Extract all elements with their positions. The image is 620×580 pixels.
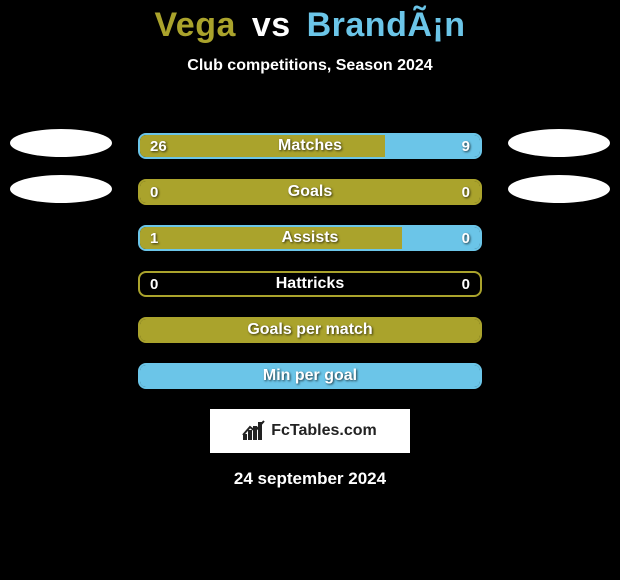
stat-row: 00Goals	[0, 169, 620, 215]
stat-row: 10Assists	[0, 215, 620, 261]
player1-avatar	[10, 175, 112, 203]
stat-bar: Min per goal	[138, 363, 482, 389]
stat-row: 269Matches	[0, 123, 620, 169]
player1-avatar	[10, 129, 112, 157]
player2-avatar	[508, 175, 610, 203]
stat-left-value: 0	[140, 181, 168, 203]
stat-bar-left-fill	[140, 227, 402, 249]
vs-label: vs	[252, 6, 291, 44]
player1-name: Vega	[154, 6, 235, 44]
stat-right-value: 0	[452, 273, 480, 295]
stat-bar-right-fill	[140, 365, 480, 387]
stat-right-value: 0	[452, 181, 480, 203]
stat-right-value: 9	[452, 135, 480, 157]
stat-left-value: 0	[140, 273, 168, 295]
fctables-icon	[243, 422, 265, 440]
stat-bar-left-fill	[140, 135, 385, 157]
player2-avatar	[508, 129, 610, 157]
source-logo: FcTables.com	[210, 409, 410, 453]
date-label: 24 september 2024	[0, 469, 620, 489]
stat-label: Hattricks	[140, 273, 480, 295]
stat-left-value: 26	[140, 135, 177, 157]
stat-bar: 10Assists	[138, 225, 482, 251]
subtitle: Club competitions, Season 2024	[0, 57, 620, 75]
player2-name: BrandÃ¡n	[307, 6, 466, 44]
stat-bar: 269Matches	[138, 133, 482, 159]
source-logo-text: FcTables.com	[271, 422, 377, 440]
stat-bar-left-fill	[140, 181, 480, 203]
stat-bar: Goals per match	[138, 317, 482, 343]
stat-right-value: 0	[452, 227, 480, 249]
stat-bar: 0 0Hattricks	[138, 271, 482, 297]
stat-bar-left-fill	[140, 319, 480, 341]
stats-container: 269Matches00Goals10Assists00HattricksGoa…	[0, 123, 620, 399]
stat-left-value: 1	[140, 227, 168, 249]
stat-bar: 00Goals	[138, 179, 482, 205]
stat-row: Goals per match	[0, 307, 620, 353]
comparison-title: Vega vs BrandÃ¡n	[0, 0, 620, 45]
stat-row: 0 0Hattricks	[0, 261, 620, 307]
stat-row: Min per goal	[0, 353, 620, 399]
